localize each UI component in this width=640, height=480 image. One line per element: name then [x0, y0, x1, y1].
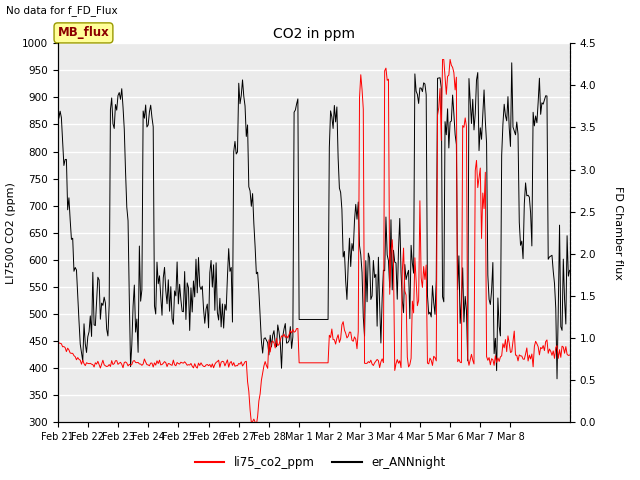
Text: MB_flux: MB_flux	[58, 26, 109, 39]
Y-axis label: LI7500 CO2 (ppm): LI7500 CO2 (ppm)	[6, 182, 16, 284]
Legend: li75_co2_ppm, er_ANNnight: li75_co2_ppm, er_ANNnight	[190, 452, 450, 474]
Text: No data for f_FD_Flux: No data for f_FD_Flux	[6, 5, 118, 16]
Title: CO2 in ppm: CO2 in ppm	[273, 27, 355, 41]
Y-axis label: FD Chamber flux: FD Chamber flux	[612, 186, 623, 280]
